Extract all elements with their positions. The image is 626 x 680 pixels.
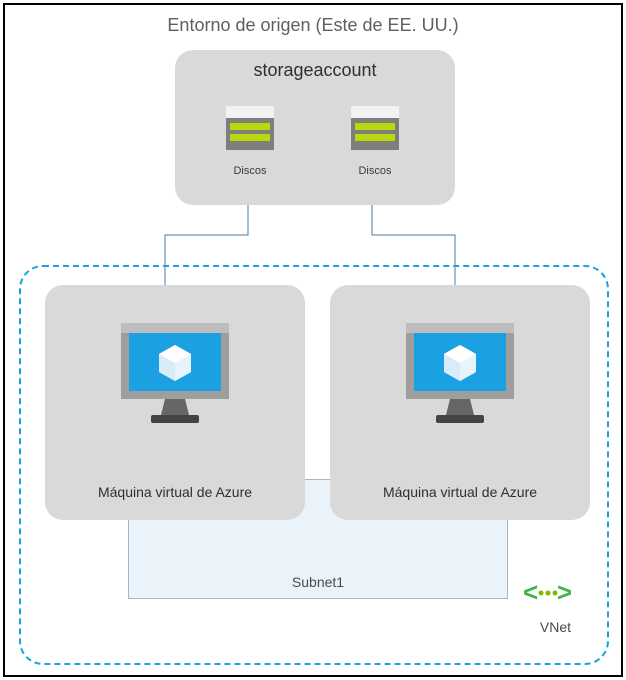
disk-2: Discos [345,100,405,177]
storage-title: storageaccount [175,60,455,81]
vm-icon [400,315,520,435]
disk-1-label: Discos [220,165,280,177]
vm-group-1: Máquina virtual de Azure [45,285,305,520]
vm-1-label: Máquina virtual de Azure [45,484,305,500]
svg-text:<: < [523,579,538,607]
disk-1: Discos [220,100,280,177]
svg-text:>: > [557,579,571,607]
vnet-icon: < > [523,579,571,607]
storage-group: storageaccount Discos Discos [175,50,455,205]
disk-icon [222,100,278,156]
diagram-frame: Entorno de origen (Este de EE. UU.) Subn… [3,3,623,677]
disk-icon [347,100,403,156]
disk-2-label: Discos [345,165,405,177]
vm-group-2: Máquina virtual de Azure [330,285,590,520]
vnet-label: VNet [540,619,571,635]
vm-2-label: Máquina virtual de Azure [330,484,590,500]
vm-icon [115,315,235,435]
